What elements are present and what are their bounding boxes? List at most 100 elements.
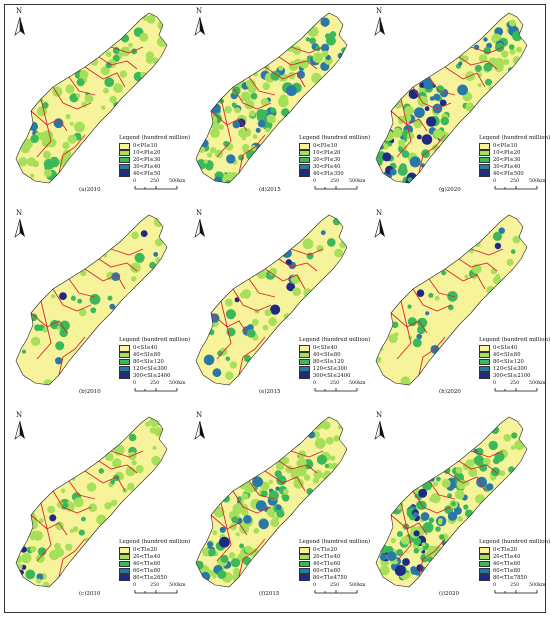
- county-cell: [257, 119, 266, 128]
- county-cell: [231, 516, 239, 524]
- north-arrow-icon: [194, 16, 205, 36]
- county-cell: [453, 506, 462, 515]
- county-cell: [447, 511, 458, 521]
- county-cell: [251, 499, 257, 505]
- county-cell: [131, 276, 137, 282]
- county-cell: [394, 332, 399, 337]
- county-cell: [397, 139, 406, 147]
- scale-tick-label: 250: [510, 179, 520, 184]
- county-cells: [203, 217, 347, 380]
- county-cell: [321, 473, 328, 480]
- county-cell: [268, 490, 279, 501]
- county-cell: [405, 572, 411, 578]
- legend-label: 80<SI≤120: [313, 358, 344, 365]
- county-cell: [327, 238, 336, 247]
- county-cell: [402, 558, 410, 566]
- scale-tick-label: 0: [493, 381, 497, 386]
- county-cell: [228, 552, 236, 559]
- scale-tick-label: 0: [313, 583, 317, 588]
- panel-label: (f)2015: [259, 591, 280, 597]
- legend-swatch: [299, 560, 310, 568]
- county-cell: [436, 476, 441, 482]
- legend-entry: 0<SI≤40: [479, 345, 545, 352]
- county-cell: [120, 34, 130, 43]
- map-panel-f: N Legend (hundred million) 0<TI≤20 20<TI≤40…: [187, 411, 370, 611]
- county-cell: [490, 268, 497, 275]
- county-cell: [234, 297, 240, 303]
- legend-swatch: [479, 345, 490, 352]
- county-cell: [86, 482, 97, 492]
- province-border: [84, 66, 126, 88]
- county-cell: [104, 77, 115, 88]
- scale-bar: 0 250 500km: [313, 179, 366, 195]
- province-border: [264, 268, 306, 290]
- county-cell: [333, 435, 340, 442]
- county-cell: [268, 317, 277, 326]
- county-cell: [146, 14, 156, 24]
- county-cell: [379, 553, 387, 561]
- region-outline: [195, 416, 348, 588]
- county-cell: [441, 478, 451, 488]
- county-cell: [433, 93, 441, 101]
- north-arrow-icon: [374, 218, 385, 238]
- legend-label: 40<PI≤50: [133, 170, 161, 177]
- county-cell: [502, 58, 510, 66]
- north-label: N: [16, 209, 23, 217]
- county-cell: [206, 152, 213, 158]
- scale-tick-label: 500km: [349, 583, 366, 588]
- legend-entry: 120<SI≤300: [119, 365, 185, 373]
- county-cell: [212, 368, 222, 378]
- scale-bar-graphic: [494, 388, 538, 392]
- legend-label: 40<TI≤60: [313, 560, 341, 567]
- county-cell: [303, 288, 313, 298]
- province-border: [412, 490, 452, 514]
- legend-entry: 10<PI≤20: [119, 149, 185, 157]
- province-border: [396, 300, 412, 360]
- county-cell: [62, 502, 69, 508]
- county-cell: [478, 54, 488, 63]
- scale-tick-label: 250: [330, 381, 340, 386]
- legend-swatch: [299, 149, 310, 157]
- province-border: [210, 312, 248, 334]
- legend-label: 20<PI≤30: [313, 156, 341, 163]
- legend-swatch: [299, 358, 310, 366]
- county-cell: [65, 543, 73, 551]
- county-cell: [486, 286, 495, 295]
- legend-label: 80<TI≤7850: [493, 574, 528, 581]
- north-arrow-icon: [194, 420, 205, 440]
- county-cell: [325, 35, 336, 46]
- county-cell: [30, 134, 39, 144]
- county-cell: [426, 116, 437, 127]
- county-cell: [316, 454, 327, 465]
- county-cell: [421, 134, 433, 145]
- province-border: [36, 502, 52, 562]
- legend-swatch: [119, 351, 130, 359]
- map-panel-g: N Legend (hundred million) 0<PI≤10 10<PI≤20…: [367, 7, 550, 207]
- county-cell: [495, 274, 501, 279]
- county-cell: [316, 439, 324, 447]
- scale-tick-label: 500km: [169, 381, 186, 386]
- county-cell: [494, 62, 504, 73]
- county-cell: [222, 494, 230, 503]
- map-legend: Legend (hundred million) 0<SI≤40 40<SI≤80 8…: [299, 337, 370, 379]
- scale-tick-label: 500km: [529, 179, 546, 184]
- county-cell: [293, 478, 304, 489]
- province-border: [52, 490, 92, 514]
- county-cell: [126, 482, 135, 491]
- county-cell: [483, 458, 491, 466]
- county-cell: [465, 459, 475, 469]
- legend-entry: 300<SI≤2400: [119, 372, 185, 379]
- county-cell: [276, 504, 282, 510]
- county-cell: [425, 311, 430, 316]
- county-cell: [483, 47, 491, 55]
- county-cell: [416, 134, 422, 140]
- county-cell: [325, 436, 334, 445]
- county-cell: [455, 466, 463, 474]
- province-border: [52, 86, 92, 110]
- map-panel-b: N Legend (hundred million) 0<SI≤40 40<SI≤80…: [7, 209, 190, 409]
- legend-entry: 0<TI≤20: [479, 547, 545, 554]
- county-cell: [225, 179, 232, 183]
- county-cell: [316, 245, 324, 253]
- scale-tick-label: 500km: [529, 583, 546, 588]
- legend-label: 20<TI≤40: [313, 554, 341, 561]
